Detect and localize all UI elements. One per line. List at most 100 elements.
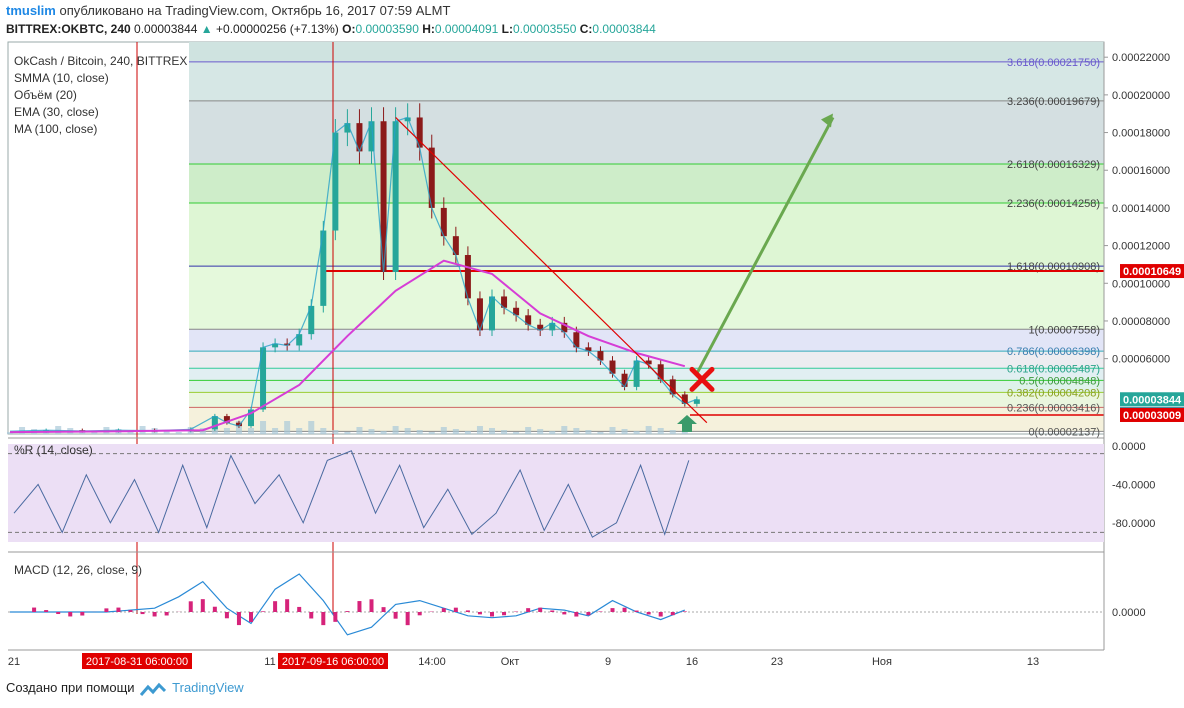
macd-histogram-bar	[646, 612, 651, 615]
candle-body	[693, 399, 700, 404]
macd-histogram-bar	[502, 612, 507, 616]
legend-item: MA (100, close)	[14, 122, 97, 136]
macd-histogram-bar	[670, 612, 675, 616]
macd-histogram-bar	[249, 612, 253, 622]
target-arrow	[695, 116, 835, 375]
fib-label: 0(0.00002137)	[1028, 426, 1100, 438]
macd-histogram-bar	[369, 599, 374, 612]
candle-body	[404, 117, 411, 122]
volume-bar	[175, 432, 182, 434]
candle-body	[344, 123, 351, 133]
macd-histogram-bar	[164, 612, 169, 616]
macd-line	[10, 573, 686, 636]
macd-histogram-bar	[658, 612, 663, 617]
price-label-box	[1120, 264, 1184, 279]
candle-body	[308, 305, 315, 335]
macd-histogram-bar	[574, 612, 579, 617]
legend-item: Объём (20)	[14, 88, 77, 102]
candle-body	[320, 230, 327, 306]
x-tick-label: 23	[771, 656, 783, 668]
fib-label: 0.786(0.00006398)	[1007, 346, 1100, 358]
volume-bar	[452, 429, 459, 434]
volume-bar	[597, 432, 604, 434]
volume-bar	[344, 432, 351, 434]
price-label-text: 0.00010649	[1123, 266, 1181, 278]
macd-histogram-bar	[550, 610, 555, 612]
volume-bar	[296, 428, 303, 434]
macd-histogram-bar	[453, 607, 458, 612]
volume-bar	[657, 428, 664, 434]
macd-histogram-bar	[68, 612, 73, 617]
high-label: H:	[422, 22, 435, 36]
volume-bar	[573, 428, 580, 434]
macd-histogram-bar	[622, 607, 627, 612]
date-marker-label: 2017-09-16 06:00:00	[282, 656, 384, 668]
volume-bar	[537, 429, 544, 434]
close-value: 0.00003844	[592, 22, 656, 36]
volume-bar	[127, 431, 134, 434]
macd-title: MACD (12, 26, close, 9)	[14, 563, 142, 577]
username-link[interactable]: tmuslim	[6, 3, 56, 18]
macd-histogram-bar	[477, 612, 482, 615]
close-label: C:	[579, 22, 593, 36]
ma100-line	[9, 259, 686, 434]
candle-body	[633, 360, 640, 387]
fib-label: 0.5(0.00004848)	[1019, 375, 1100, 387]
tradingview-link[interactable]: TradingView	[172, 680, 244, 695]
last-price: 0.00003844	[134, 22, 198, 36]
candle-body	[428, 147, 435, 208]
arrow-head-icon	[821, 113, 833, 128]
candle-body	[585, 347, 592, 352]
open-value: 0.00003590	[355, 22, 419, 36]
volume-bar	[332, 430, 339, 434]
fib-band	[189, 61, 1104, 101]
fib-band	[189, 100, 1104, 165]
x-tick-label: Окт	[501, 656, 520, 668]
macd-histogram-bar	[405, 612, 410, 626]
macd-histogram-bar	[56, 612, 61, 615]
candle-body	[248, 409, 254, 427]
fib-band	[189, 329, 1104, 352]
candle-body	[284, 343, 291, 346]
fib-label: 2.618(0.00016329)	[1007, 159, 1100, 171]
candle-body	[464, 255, 471, 299]
fib-label: 2.236(0.00014258)	[1007, 198, 1100, 210]
volume-bar	[585, 430, 592, 434]
fib-band	[189, 351, 1104, 369]
low-label: L:	[501, 22, 513, 36]
ohlc-bar: BITTREX:OKBTC, 240 0.00003844 ▲ +0.00000…	[6, 22, 656, 36]
x-tick-label: 9	[605, 656, 611, 668]
chart-canvas[interactable]: 3.618(0.00021750) 3.236(0.00019679) 2.618(…	[0, 40, 1184, 674]
macd-histogram-bar	[188, 601, 193, 612]
macd-histogram-bar	[200, 599, 205, 612]
publish-info: tmuslim опубликовано на TradingView.com,…	[6, 3, 450, 18]
candle-body	[669, 379, 676, 395]
publish-text: опубликовано на TradingView.com, Октябрь…	[59, 3, 451, 18]
volume-bar	[621, 429, 628, 434]
volume-bar	[272, 428, 279, 434]
macd-histogram-bar	[393, 612, 398, 619]
macd-histogram-bar	[212, 606, 217, 612]
y-tick-label: 0.00012000	[1112, 241, 1170, 253]
candle-body	[392, 121, 399, 272]
macd-histogram-bar	[152, 612, 157, 617]
volume-bar	[248, 428, 254, 434]
candle-body	[235, 422, 242, 427]
up-arrow-icon	[677, 415, 697, 432]
candle-body	[211, 416, 218, 430]
fib-label: 0.618(0.00005487)	[1007, 363, 1100, 375]
fib-band	[189, 164, 1104, 204]
y-tick-label: 0.00018000	[1112, 128, 1170, 140]
macd-histogram-bar	[538, 607, 543, 612]
macd-histogram-bar	[490, 612, 494, 617]
wr-tick-label: -80.0000	[1112, 518, 1155, 530]
fib-label: 0.382(0.00004208)	[1007, 387, 1100, 399]
candle-body	[549, 322, 556, 331]
volume-bar	[416, 430, 423, 434]
x-tick-label: 21	[8, 656, 20, 668]
macd-histogram-bar	[357, 601, 362, 612]
macd-histogram-bar	[610, 608, 615, 612]
x-tick-label: Ноя	[872, 656, 892, 668]
volume-bar	[525, 427, 532, 434]
macd-histogram-bar	[32, 607, 37, 612]
